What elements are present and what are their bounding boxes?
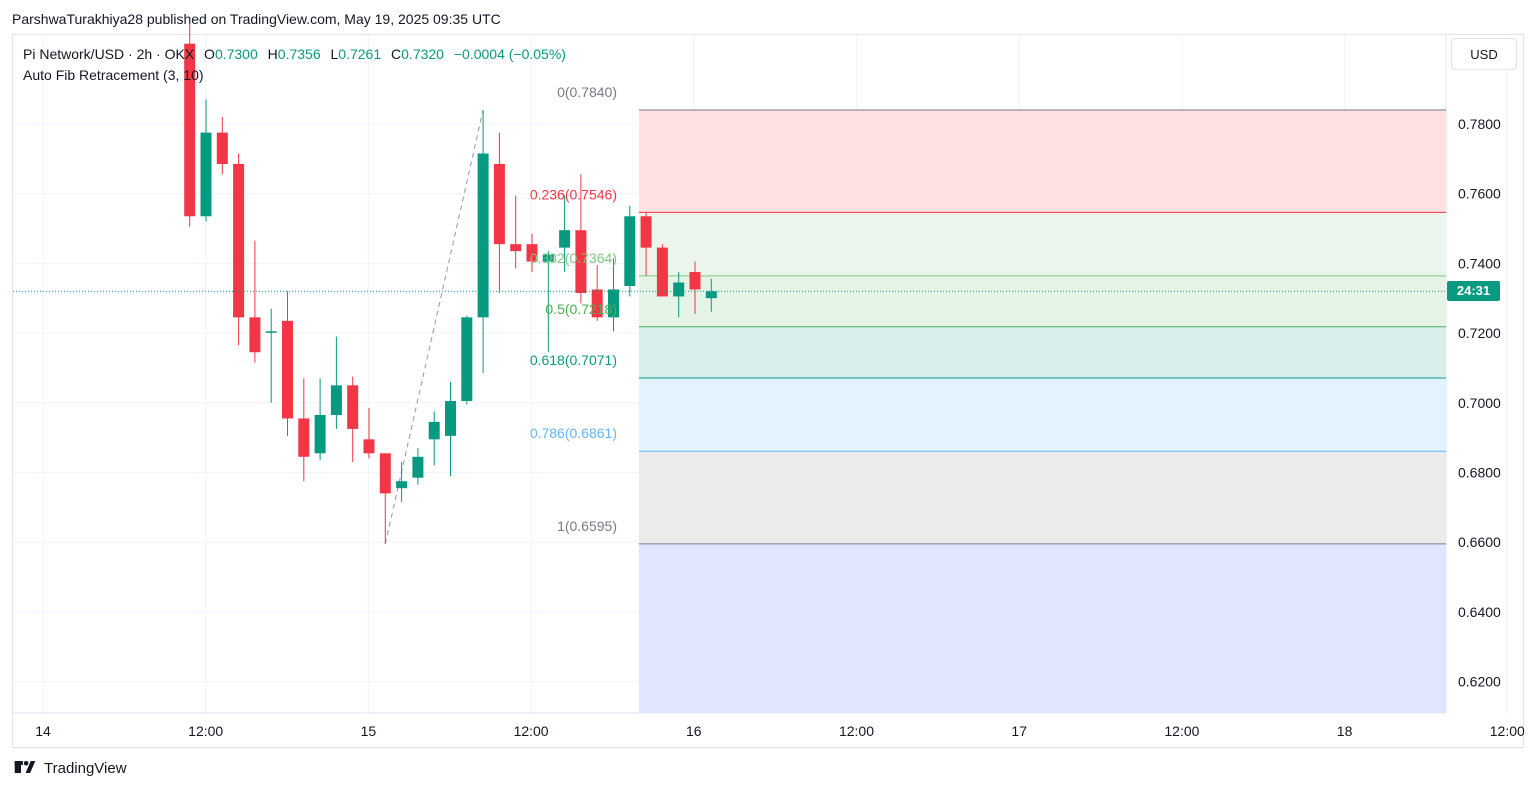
candle-body[interactable] <box>200 132 212 217</box>
fib-level-label: 0.618(0.7071) <box>530 352 617 368</box>
close-value: 0.7320 <box>401 46 444 62</box>
symbol-label[interactable]: Pi Network/USD · 2h · OKX <box>23 46 195 62</box>
low-label: L <box>330 46 339 62</box>
high-label: H <box>267 46 278 62</box>
candle-body[interactable] <box>542 254 554 262</box>
currency-button[interactable]: USD <box>1451 38 1517 70</box>
candle-body[interactable] <box>347 385 359 429</box>
chart-legend: Pi Network/USD · 2h · OKX O0.7300 H0.735… <box>23 44 566 86</box>
candle-body[interactable] <box>233 163 245 318</box>
candle-body[interactable] <box>363 439 375 454</box>
chart-frame[interactable] <box>12 34 1524 748</box>
open-label: O <box>204 46 215 62</box>
fib-zone <box>639 275 1446 327</box>
fib-zone <box>639 543 1446 713</box>
candle-body[interactable] <box>461 317 473 402</box>
candle-body[interactable] <box>705 291 717 299</box>
brand-name: TradingView <box>44 760 127 777</box>
fib-level-label: 1(0.6595) <box>557 518 617 534</box>
byline: ParshwaTurakhiya28 published on TradingV… <box>12 11 501 27</box>
candle-body[interactable] <box>477 153 489 318</box>
candle-body[interactable] <box>298 418 310 457</box>
candles <box>184 22 717 544</box>
candle-body[interactable] <box>314 414 326 454</box>
candle-body[interactable] <box>412 456 424 478</box>
indicator-label[interactable]: Auto Fib Retracement (3, 10) <box>23 67 204 83</box>
fib-level-label: 0(0.7840) <box>557 84 617 100</box>
x-tick-label: 12:00 <box>839 723 874 739</box>
candle-body[interactable] <box>689 272 701 290</box>
y-tick-label: 0.6200 <box>1458 674 1501 690</box>
candle-body[interactable] <box>624 216 636 286</box>
candle-body[interactable] <box>249 317 261 353</box>
candle-body[interactable] <box>608 289 619 318</box>
x-tick-label: 12:00 <box>1490 723 1525 739</box>
fib-retracement <box>639 109 1446 713</box>
open-value: 0.7300 <box>214 46 258 62</box>
fib-zone <box>639 378 1446 452</box>
fib-zone <box>639 212 1446 276</box>
x-tick-label: 15 <box>361 723 377 739</box>
fib-labels: 0(0.7840) 0.236(0.7546) 0.382(0.7364) 0.5(0… <box>530 84 617 534</box>
fib-zone <box>639 451 1446 544</box>
legend-ohlc-row: Pi Network/USD · 2h · OKX O0.7300 H0.735… <box>23 44 566 65</box>
fib-level-label: 0.786(0.6861) <box>530 425 617 441</box>
x-tick-label: 12:00 <box>188 723 223 739</box>
tradingview-brand[interactable]: TradingView <box>12 760 127 777</box>
fib-level-label: 0.382(0.7364) <box>530 250 617 266</box>
candle-body[interactable] <box>379 453 391 494</box>
candle-body[interactable] <box>282 320 293 419</box>
high-value: 0.7356 <box>277 46 321 62</box>
change-value: −0.0004 (−0.05%) <box>453 46 566 62</box>
candle-body[interactable] <box>265 331 277 333</box>
candle-body[interactable] <box>428 421 440 440</box>
fib-zone <box>639 109 1446 213</box>
fib-level-label: 0.5(0.7218) <box>545 301 617 317</box>
candle-body[interactable] <box>673 282 685 297</box>
candle-body[interactable] <box>493 163 505 245</box>
candle-body[interactable] <box>330 385 342 415</box>
candle-body[interactable] <box>656 247 668 297</box>
price-axis: 0.7800 0.7600 0.7400 0.7200 0.7000 0.6800 0.66… <box>1458 116 1501 690</box>
candle-body[interactable] <box>184 43 196 217</box>
x-tick-label: 17 <box>1011 723 1027 739</box>
x-tick-label: 12:00 <box>1164 723 1199 739</box>
countdown-price-tag: 24:31 <box>1447 281 1500 302</box>
candle-body[interactable] <box>396 481 408 489</box>
close-label: C <box>391 46 402 62</box>
y-tick-label: 0.7600 <box>1458 186 1501 202</box>
x-tick-label: 18 <box>1337 723 1353 739</box>
candle-body[interactable] <box>510 244 522 252</box>
y-tick-label: 0.6600 <box>1458 534 1501 550</box>
low-value: 0.7261 <box>338 46 382 62</box>
candle-body[interactable] <box>559 230 571 248</box>
y-tick-label: 0.7400 <box>1458 255 1501 271</box>
time-axis: 1412:001512:001612:001712:001812:001912:… <box>35 723 1525 739</box>
candle-body[interactable] <box>526 244 538 262</box>
candle-body[interactable] <box>216 132 228 164</box>
candle-body[interactable] <box>591 289 603 318</box>
fib-level-label: 0.236(0.7546) <box>530 186 617 202</box>
candle-body[interactable] <box>575 230 587 293</box>
tradingview-logo-icon <box>14 760 36 773</box>
candle-body[interactable] <box>445 401 456 436</box>
y-tick-label: 0.7000 <box>1458 395 1501 411</box>
y-tick-label: 0.6800 <box>1458 464 1501 480</box>
x-tick-label: 12:00 <box>514 723 549 739</box>
x-tick-label: 16 <box>686 723 702 739</box>
fib-zone <box>639 326 1446 379</box>
candle-body[interactable] <box>640 216 652 248</box>
x-tick-label: 14 <box>35 723 51 739</box>
y-tick-label: 0.7800 <box>1458 116 1501 132</box>
y-tick-label: 0.7200 <box>1458 325 1501 341</box>
y-tick-label: 0.6400 <box>1458 604 1501 620</box>
